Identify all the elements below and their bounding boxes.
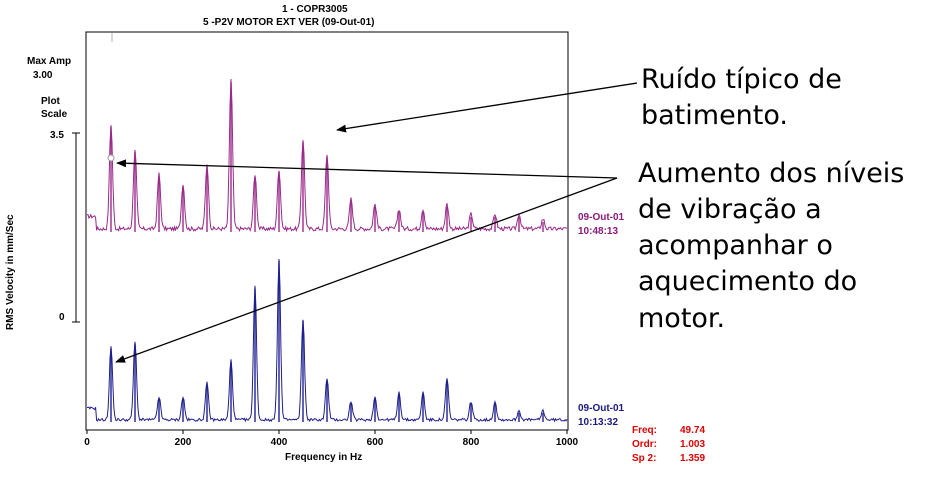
plot-frame [85,31,569,431]
ordr-value: 1.003 [680,439,705,450]
spectrum-line [86,78,568,233]
sp2-label: Sp 2: [632,453,656,464]
freq-value: 49.74 [680,425,705,436]
spectrum-line [86,258,568,423]
x-tick-label: 400 [271,437,288,448]
header-line2: 5 -P2V MOTOR EXT VER (09-Out-01) [203,17,375,28]
x-axis-label: Frequency in Hz [285,452,362,463]
y-axis-label: RMS Velocity in mm/Sec [5,214,16,330]
top-series-time: 10:48:13 [578,226,618,237]
max-amp-label: Max Amp [27,56,71,67]
freq-label: Freq: [632,425,657,436]
annotation-beat-line2: batimento. [641,100,788,131]
annotation-heat-line1: Aumento dos níveis [638,158,904,189]
sp2-value: 1.359 [680,453,705,464]
bottom-series-date: 09-Out-01 [578,403,625,414]
annotation-heat-line2: de vibração a [638,194,822,225]
arrow-beat-noise [336,82,638,133]
annotation-heat-line4: aquecimento do [638,266,857,297]
x-tick-label: 800 [463,437,480,448]
plot-scale-label-2: Scale [41,109,68,120]
top-spectrum-group [86,78,568,233]
x-tick-label: 1000 [556,437,579,448]
plot-scale-label-1: Plot [41,96,61,107]
x-tick-label: 600 [367,437,384,448]
y-tick-label-zero: 0 [59,312,65,323]
annotation-heat-line5: motor. [638,303,725,334]
y-tick-label-top: 3.5 [50,130,64,141]
peak-cursor-circle [107,154,115,162]
annotation-beat-line1: Ruído típico de [641,64,842,95]
bottom-spectrum-group [86,258,568,423]
arrow-top-peak [116,159,618,179]
top-series-date: 09-Out-01 [578,212,625,223]
bottom-series-time: 10:13:32 [578,417,618,428]
x-tick-label: 0 [84,437,90,448]
ordr-label: Ordr: [632,439,657,450]
x-tick-label: 200 [175,437,192,448]
x-axis-ticks: 0 200 400 600 800 1000 [84,430,579,448]
max-amp-value: 3.00 [33,70,53,81]
annotation-heat-line3: acompanhar o [638,230,833,261]
header-line1: 1 - COPR3005 [282,4,348,15]
arrow-bottom-peak [115,177,618,363]
